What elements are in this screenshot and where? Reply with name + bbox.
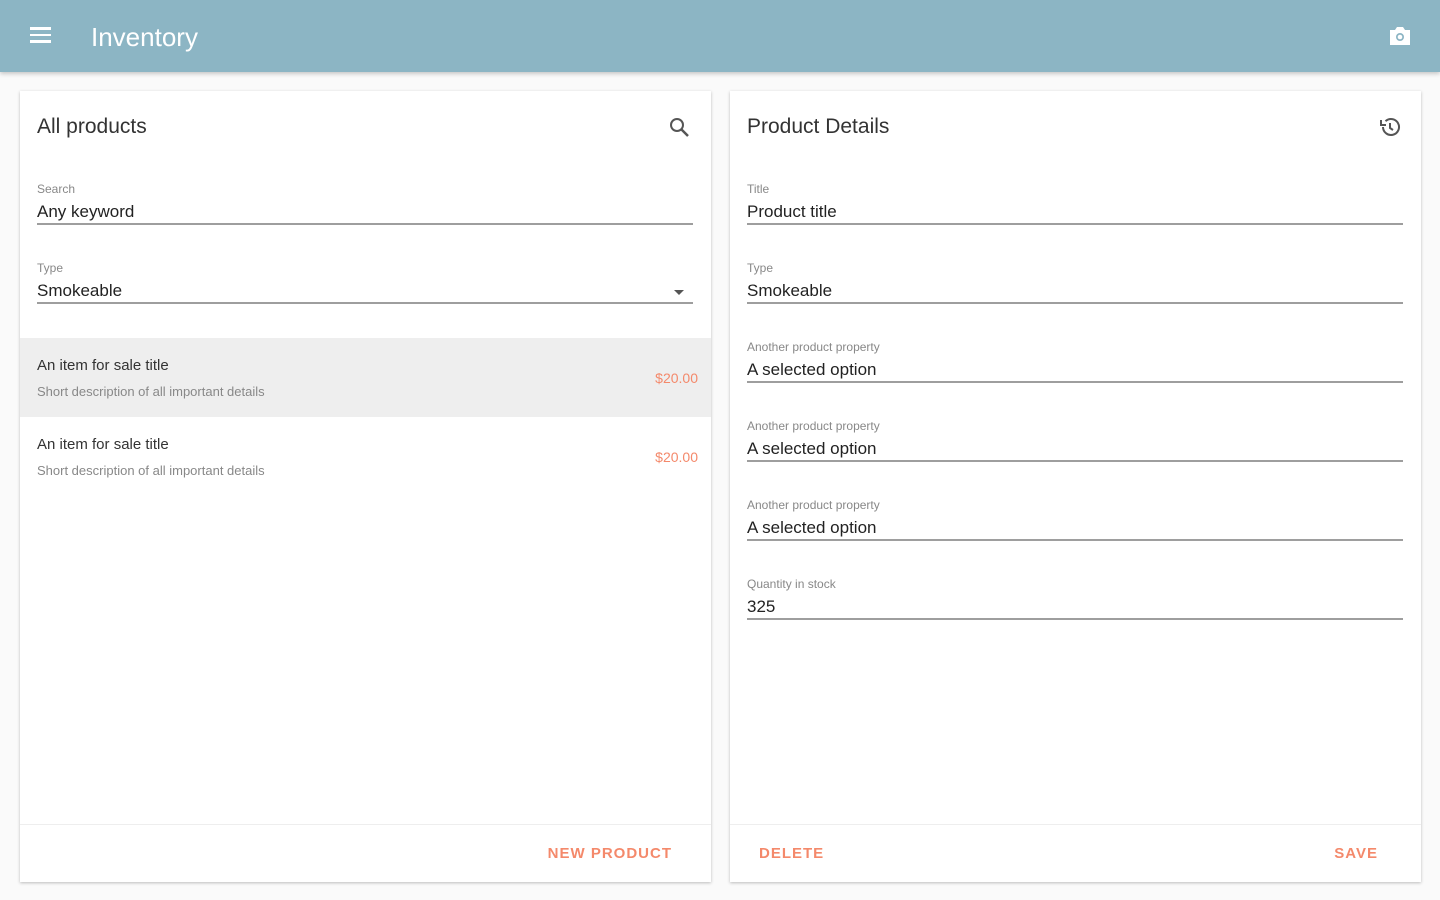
title-value[interactable]: Product title: [747, 202, 837, 221]
field-label: Quantity in stock: [747, 577, 836, 591]
search-field[interactable]: Search: [37, 182, 693, 238]
field-label: Type: [37, 261, 64, 275]
underline: [747, 539, 1403, 541]
underline: [747, 381, 1403, 383]
product-details-card: Product Details Title Product title Type…: [730, 91, 1421, 882]
type-select[interactable]: Type Smokeable: [37, 261, 693, 317]
search-input[interactable]: [37, 202, 693, 222]
property-value[interactable]: A selected option: [747, 439, 877, 458]
type-value[interactable]: Smokeable: [747, 281, 833, 300]
title-field[interactable]: Title Product title: [747, 182, 1403, 238]
quantity-field[interactable]: Quantity in stock 325: [747, 577, 1403, 633]
list-item[interactable]: An item for sale title Short description…: [20, 417, 711, 496]
field-label: Another product property: [747, 340, 880, 354]
item-title: An item for sale title: [37, 436, 169, 453]
property-value[interactable]: A selected option: [747, 518, 877, 537]
property-field[interactable]: Another product property A selected opti…: [747, 340, 1403, 396]
camera-icon[interactable]: [1388, 25, 1412, 47]
field-label: Another product property: [747, 498, 880, 512]
property-value[interactable]: A selected option: [747, 360, 877, 379]
underline: [747, 618, 1403, 620]
item-title: An item for sale title: [37, 357, 169, 374]
item-price: $20.00: [655, 370, 698, 386]
card-title: Product Details: [747, 115, 890, 138]
property-field[interactable]: Another product property A selected opti…: [747, 419, 1403, 475]
underline: [747, 302, 1403, 304]
chevron-down-icon[interactable]: [674, 290, 684, 295]
item-description: Short description of all important detai…: [37, 463, 265, 478]
field-label: Another product property: [747, 419, 880, 433]
property-field[interactable]: Another product property A selected opti…: [747, 498, 1403, 554]
card-title: All products: [37, 115, 147, 138]
field-label: Search: [37, 182, 76, 196]
field-label: Type: [747, 261, 774, 275]
type-field[interactable]: Type Smokeable: [747, 261, 1403, 317]
app-title: Inventory: [91, 22, 198, 52]
underline: [37, 302, 693, 304]
save-button[interactable]: SAVE: [1334, 845, 1378, 862]
quantity-value[interactable]: 325: [747, 597, 776, 616]
underline: [747, 460, 1403, 462]
delete-button[interactable]: DELETE: [759, 845, 825, 862]
menu-icon[interactable]: [30, 27, 51, 43]
item-description: Short description of all important detai…: [37, 384, 265, 399]
history-icon[interactable]: [1378, 115, 1402, 139]
item-price: $20.00: [655, 449, 698, 465]
app-bar: Inventory: [0, 0, 1440, 72]
underline: [747, 223, 1403, 225]
card-footer: NEW PRODUCT: [20, 824, 711, 882]
list-item[interactable]: An item for sale title Short description…: [20, 338, 711, 417]
all-products-card: All products Search Type Smokeable An it…: [20, 91, 711, 882]
new-product-button[interactable]: NEW PRODUCT: [547, 845, 672, 862]
field-label: Title: [747, 182, 770, 196]
card-footer: DELETE SAVE: [730, 824, 1421, 882]
type-value[interactable]: Smokeable: [37, 281, 123, 300]
underline: [37, 223, 693, 225]
search-icon[interactable]: [667, 115, 691, 139]
